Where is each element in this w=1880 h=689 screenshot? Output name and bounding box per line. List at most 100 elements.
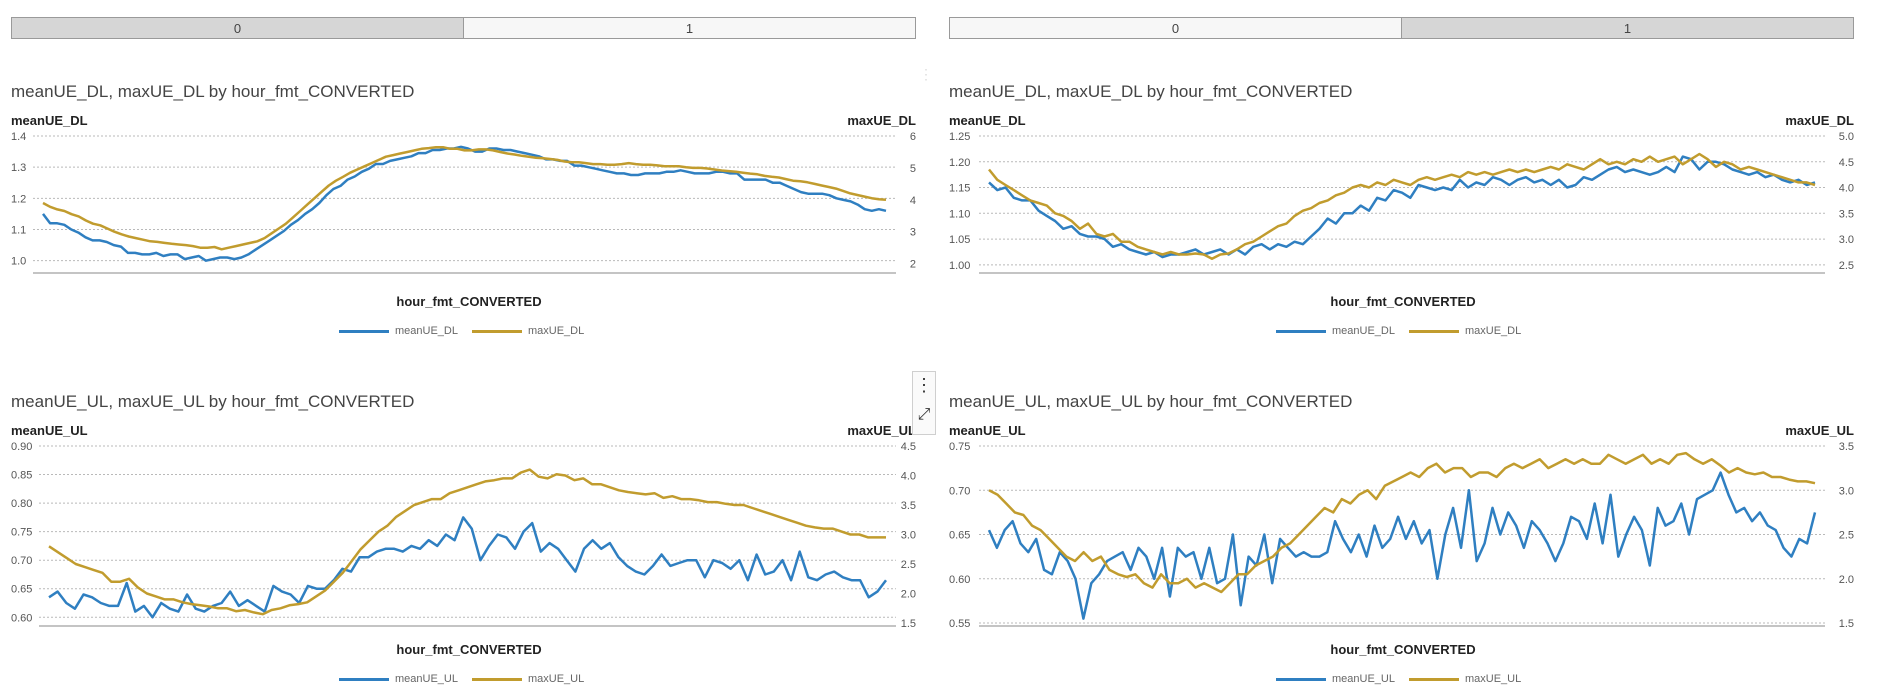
y-tick-right: 3	[910, 227, 916, 239]
series-line-maxUE_UL	[988, 451, 1816, 594]
series-line-meanUE_DL	[988, 155, 1816, 259]
chart-panel-dl-left: meanUE_DL, maxUE_DL by hour_fmt_CONVERTE…	[11, 80, 916, 350]
legend: meanUE_UL maxUE_UL	[1276, 673, 1535, 685]
y-tick-right: 4.5	[901, 441, 916, 453]
y-tick-left: 0.70	[949, 485, 970, 497]
chart-title: meanUE_DL, maxUE_DL by hour_fmt_CONVERTE…	[949, 82, 1353, 101]
left-axis-label: meanUE_DL	[11, 113, 88, 128]
legend-swatch	[1408, 677, 1459, 681]
series-line-maxUE_DL	[988, 152, 1816, 260]
y-tick-left: 1.2	[11, 193, 26, 205]
left-tab-bar: 0 1	[11, 17, 916, 41]
line-chart: 1.0 1.1 1.2 1.3 1.4 2 3 4 5 6	[11, 131, 916, 274]
more-vertical-icon[interactable]: ⋮	[915, 375, 933, 395]
y-tick-left: 0.55	[949, 618, 970, 630]
y-tick-left: 0.60	[11, 612, 32, 624]
legend-label: meanUE_UL	[1332, 673, 1395, 685]
y-tick-right: 4	[910, 195, 916, 207]
left-tab-0[interactable]: 0	[11, 17, 464, 39]
chart-title: meanUE_DL, maxUE_DL by hour_fmt_CONVERTE…	[11, 82, 415, 101]
legend-swatch	[1276, 677, 1326, 681]
expand-diagonal-icon[interactable]: ⤢	[917, 406, 931, 423]
legend-label: maxUE_DL	[527, 325, 585, 337]
legend-swatch	[471, 677, 522, 681]
y-tick-left: 1.00	[949, 260, 970, 272]
y-tick-right: 2.0	[901, 589, 916, 601]
y-tick-left: 0.65	[949, 530, 970, 542]
y-tick-right: 4.0	[901, 471, 916, 483]
x-axis-label: hour_fmt_CONVERTED	[1330, 642, 1476, 657]
right-axis-label: maxUE_DL	[1785, 113, 1854, 128]
y-tick-right: 5.0	[1839, 131, 1854, 143]
legend-label: meanUE_UL	[395, 673, 458, 685]
y-tick-right: 4.0	[1839, 183, 1854, 195]
y-tick-left: 1.10	[949, 208, 970, 220]
y-tick-right: 1.5	[1839, 618, 1854, 630]
left-axis-label: meanUE_DL	[949, 113, 1026, 128]
series-line-meanUE_DL	[42, 145, 887, 262]
x-axis-label: hour_fmt_CONVERTED	[1330, 294, 1476, 309]
legend: meanUE_DL maxUE_DL	[1276, 325, 1535, 337]
series-line-maxUE_DL	[42, 145, 887, 251]
y-tick-right: 3.0	[901, 530, 916, 542]
y-tick-left: 0.75	[949, 441, 970, 453]
y-tick-left: 0.70	[11, 555, 32, 567]
y-tick-right: 3.5	[901, 500, 916, 512]
x-axis-label: hour_fmt_CONVERTED	[396, 294, 542, 309]
left-axis-label: meanUE_UL	[949, 423, 1026, 438]
left-axis-label: meanUE_UL	[11, 423, 88, 438]
y-tick-right: 4.5	[1839, 157, 1854, 169]
line-chart: 0.55 0.60 0.65 0.70 0.75 1.5 2.0 2.5 3.0 3.5	[949, 441, 1854, 630]
y-tick-left: 0.75	[11, 527, 32, 539]
legend: meanUE_UL maxUE_UL	[339, 673, 598, 685]
faint-menu-icon: ⋮	[919, 66, 933, 82]
y-tick-left: 0.60	[949, 574, 970, 586]
series-line-meanUE_UL	[987, 471, 1817, 620]
right-tab-0[interactable]: 0	[949, 17, 1402, 39]
right-tab-1[interactable]: 1	[1402, 17, 1854, 39]
y-tick-left: 1.3	[11, 162, 26, 174]
y-tick-right: 6	[910, 131, 916, 143]
right-axis-label: maxUE_UL	[1785, 423, 1854, 438]
left-tab-1[interactable]: 1	[464, 17, 916, 39]
legend-item-blue: meanUE_DL	[339, 325, 458, 337]
legend-label: meanUE_DL	[395, 325, 458, 337]
legend-label: meanUE_DL	[1332, 325, 1395, 337]
legend-item-blue: meanUE_DL	[1276, 325, 1395, 337]
series-line-maxUE_UL	[48, 468, 886, 616]
legend-swatch	[339, 329, 389, 333]
y-tick-left: 0.65	[11, 584, 32, 596]
series-line-meanUE_UL	[48, 516, 887, 619]
y-tick-right: 2.5	[1839, 530, 1854, 542]
chart-panel-dl-right: meanUE_DL, maxUE_DL by hour_fmt_CONVERTE…	[949, 80, 1854, 350]
y-tick-right: 1.5	[901, 618, 916, 630]
y-tick-right: 3.0	[1839, 234, 1854, 246]
y-tick-left: 0.80	[11, 498, 32, 510]
legend-item-gold: maxUE_DL	[471, 325, 585, 337]
y-tick-left: 1.05	[949, 234, 970, 246]
y-tick-left: 1.4	[11, 131, 26, 143]
y-tick-right: 2	[910, 259, 916, 271]
y-tick-right: 3.5	[1839, 208, 1854, 220]
legend-label: maxUE_DL	[1464, 325, 1522, 337]
legend-swatch	[1408, 329, 1459, 333]
y-tick-right: 3.5	[1839, 441, 1854, 453]
chart-title: meanUE_UL, maxUE_UL by hour_fmt_CONVERTE…	[11, 392, 415, 411]
y-tick-left: 1.20	[949, 157, 970, 169]
right-axis-label: maxUE_UL	[847, 423, 916, 438]
y-tick-left: 0.85	[11, 470, 32, 482]
y-tick-right: 5	[910, 163, 916, 175]
chart-toolbar: ⋮ ⤢	[912, 371, 936, 435]
y-tick-right: 2.0	[1839, 574, 1854, 586]
legend-swatch	[339, 677, 389, 681]
legend-label: maxUE_UL	[1464, 673, 1522, 685]
line-chart: 0.60 0.65 0.70 0.75 0.80 0.85 0.90 1.5 2.0 2.5 3.0…	[11, 441, 916, 630]
legend-label: maxUE_UL	[527, 673, 585, 685]
legend-swatch	[471, 329, 522, 333]
legend-item-gold: maxUE_DL	[1408, 325, 1522, 337]
legend-item-blue: meanUE_UL	[1276, 673, 1395, 685]
legend-swatch	[1276, 329, 1326, 333]
y-tick-left: 1.0	[11, 256, 26, 268]
x-axis-label: hour_fmt_CONVERTED	[396, 642, 542, 657]
y-tick-left: 0.90	[11, 441, 32, 453]
